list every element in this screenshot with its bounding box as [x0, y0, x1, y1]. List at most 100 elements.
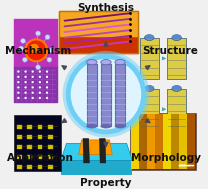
Bar	[48, 165, 53, 169]
Bar	[155, 114, 163, 169]
Bar	[38, 125, 42, 129]
Bar	[115, 64, 125, 126]
Polygon shape	[99, 139, 106, 163]
Bar	[48, 125, 53, 129]
Circle shape	[46, 76, 48, 78]
Circle shape	[22, 57, 27, 62]
Bar	[130, 113, 196, 170]
Bar	[27, 145, 32, 149]
Text: Structure: Structure	[142, 46, 198, 56]
Circle shape	[17, 86, 20, 88]
Circle shape	[39, 81, 41, 83]
Circle shape	[24, 76, 27, 78]
Text: 200 nm: 200 nm	[179, 164, 193, 168]
Bar	[27, 155, 32, 159]
Ellipse shape	[145, 34, 154, 39]
Circle shape	[46, 86, 48, 88]
Bar	[38, 145, 42, 149]
Circle shape	[47, 57, 52, 62]
Text: Application: Application	[7, 153, 73, 163]
Bar	[59, 11, 138, 53]
Bar	[27, 135, 32, 139]
Circle shape	[21, 39, 25, 43]
Circle shape	[25, 39, 47, 61]
Circle shape	[32, 70, 34, 73]
Circle shape	[46, 91, 48, 94]
Bar	[139, 114, 147, 169]
Circle shape	[17, 70, 20, 73]
Circle shape	[39, 91, 41, 94]
Circle shape	[17, 76, 20, 78]
Circle shape	[24, 91, 27, 94]
Circle shape	[32, 91, 34, 94]
Bar	[101, 64, 111, 126]
Circle shape	[36, 65, 41, 70]
Bar	[131, 114, 139, 169]
Circle shape	[17, 97, 20, 99]
Ellipse shape	[115, 60, 125, 65]
Bar	[87, 64, 97, 126]
Bar	[48, 135, 53, 139]
Circle shape	[68, 57, 144, 132]
Text: Mechanism: Mechanism	[5, 46, 71, 56]
Ellipse shape	[172, 86, 181, 91]
Circle shape	[32, 81, 34, 83]
Bar	[187, 114, 195, 169]
Circle shape	[49, 48, 54, 53]
Polygon shape	[83, 139, 89, 163]
Circle shape	[46, 70, 48, 73]
Bar	[48, 155, 53, 159]
Bar	[17, 125, 22, 129]
Bar	[171, 114, 179, 169]
Circle shape	[24, 81, 27, 83]
Circle shape	[24, 97, 27, 99]
Bar	[167, 88, 186, 130]
Ellipse shape	[115, 124, 125, 128]
Bar	[17, 135, 22, 139]
Circle shape	[32, 86, 34, 88]
Bar	[180, 114, 187, 169]
Circle shape	[63, 51, 149, 138]
Bar	[140, 88, 159, 130]
Circle shape	[39, 86, 41, 88]
Circle shape	[45, 35, 50, 40]
Text: Property: Property	[80, 178, 132, 188]
Circle shape	[32, 76, 34, 78]
Ellipse shape	[172, 35, 181, 40]
Circle shape	[17, 81, 20, 83]
Bar	[27, 165, 32, 169]
Circle shape	[36, 31, 41, 36]
Text: Morphology: Morphology	[131, 153, 201, 163]
Polygon shape	[61, 160, 132, 175]
Bar	[163, 114, 171, 169]
Ellipse shape	[172, 85, 181, 90]
Ellipse shape	[172, 34, 181, 39]
Circle shape	[32, 97, 34, 99]
Bar	[38, 135, 42, 139]
Ellipse shape	[87, 60, 97, 65]
Ellipse shape	[101, 124, 111, 128]
Circle shape	[46, 97, 48, 99]
Circle shape	[39, 70, 41, 73]
Ellipse shape	[101, 60, 111, 65]
Bar	[38, 165, 42, 169]
Polygon shape	[79, 140, 112, 155]
Bar	[38, 155, 42, 159]
Circle shape	[39, 97, 41, 99]
Circle shape	[24, 70, 27, 73]
Bar	[167, 38, 186, 79]
Bar	[17, 165, 22, 169]
Bar	[17, 145, 22, 149]
Bar	[147, 114, 155, 169]
Circle shape	[24, 86, 27, 88]
Polygon shape	[61, 143, 132, 160]
Bar	[14, 115, 61, 171]
Bar	[140, 38, 159, 79]
Circle shape	[17, 91, 20, 94]
Circle shape	[30, 44, 39, 53]
Ellipse shape	[145, 86, 154, 91]
Bar	[17, 155, 22, 159]
Ellipse shape	[87, 124, 97, 128]
Text: Synthesis: Synthesis	[77, 2, 135, 12]
Bar	[48, 145, 53, 149]
